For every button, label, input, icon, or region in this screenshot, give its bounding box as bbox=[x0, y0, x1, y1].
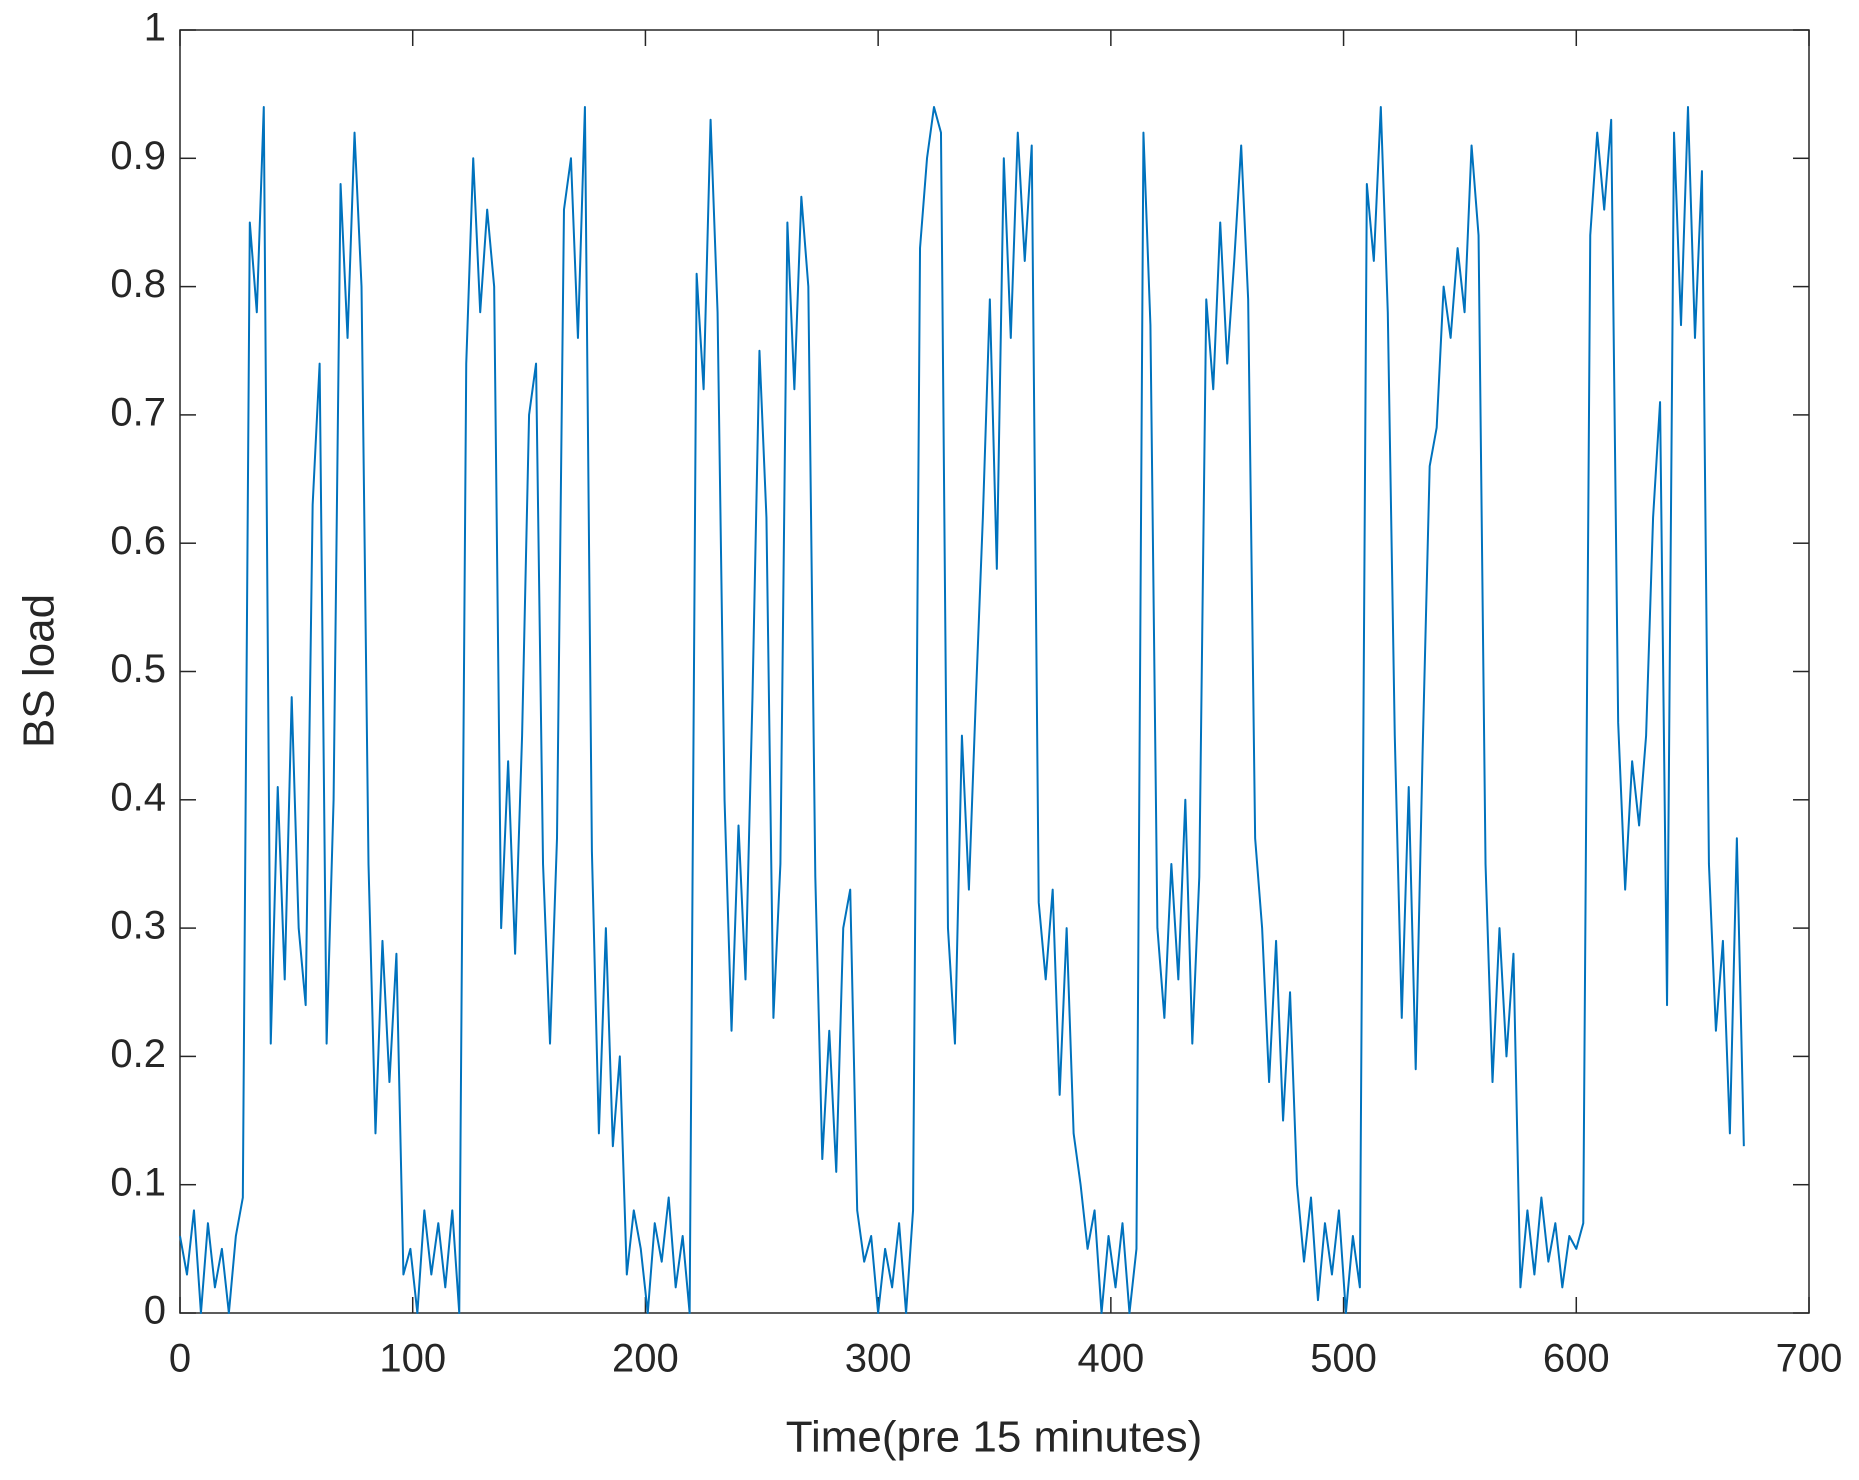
y-tick-label: 0.2 bbox=[110, 1032, 166, 1076]
x-axis-label: Time(pre 15 minutes) bbox=[786, 1413, 1203, 1462]
y-tick-label: 0.6 bbox=[110, 519, 166, 563]
y-tick-label: 0.4 bbox=[110, 775, 166, 819]
data-line bbox=[179, 105, 1745, 1314]
x-tick-label: 200 bbox=[612, 1337, 679, 1381]
y-tick-label: 1 bbox=[144, 6, 166, 50]
x-tick-label: 500 bbox=[1310, 1337, 1377, 1381]
x-tick-label: 100 bbox=[379, 1337, 446, 1381]
x-tick-label: 600 bbox=[1543, 1337, 1610, 1381]
plot-area bbox=[179, 29, 1810, 1314]
y-tick-label: 0.9 bbox=[110, 134, 166, 178]
y-tick-label: 0.8 bbox=[110, 262, 166, 306]
y-tick-label: 0.1 bbox=[110, 1160, 166, 1204]
x-tick-label: 0 bbox=[169, 1337, 191, 1381]
x-tick-label: 700 bbox=[1776, 1337, 1843, 1381]
y-axis-label: BS load bbox=[15, 594, 64, 748]
x-tick-label: 300 bbox=[845, 1337, 912, 1381]
y-tick-label: 0 bbox=[144, 1289, 166, 1333]
y-tick-label: 0.7 bbox=[110, 390, 166, 434]
x-tick-label: 400 bbox=[1077, 1337, 1144, 1381]
y-tick-label: 0.3 bbox=[110, 904, 166, 948]
y-tick-label: 0.5 bbox=[110, 647, 166, 691]
